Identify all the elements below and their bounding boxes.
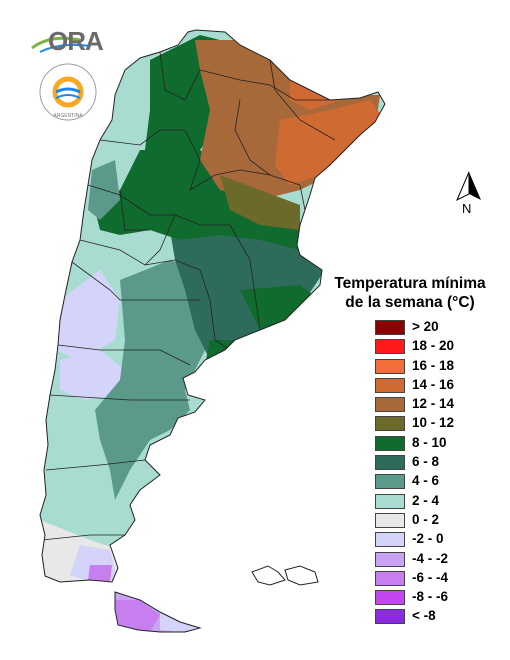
north-label: N: [462, 201, 472, 216]
legend-swatch: [375, 435, 405, 451]
seal-text: ARGENTINA: [53, 113, 83, 119]
legend-swatch: [375, 416, 405, 432]
malvinas-islands: [251, 565, 319, 586]
legend-swatch: [375, 455, 405, 471]
legend-swatch: [375, 570, 405, 586]
legend-label: -6 - -4: [412, 569, 449, 585]
legend-label: 18 - 20: [412, 338, 455, 354]
legend: Temperatura mínima de la semana (°C) > 2…: [320, 274, 500, 625]
legend-label: > 20: [412, 319, 439, 334]
legend-title-line2: de la semana (°C): [345, 294, 475, 311]
legend-swatch: [375, 532, 405, 548]
legend-label: 4 - 6: [412, 473, 440, 489]
legend-label: 14 - 16: [412, 376, 455, 392]
legend-label: 8 - 10: [412, 434, 447, 450]
legend-swatch: [375, 493, 405, 509]
legend-swatch: [375, 377, 405, 393]
legend-label: < -8: [412, 608, 436, 624]
legend-label: -4 - -2: [412, 550, 449, 566]
legend-label: 10 - 12: [412, 415, 455, 431]
legend-label: 16 - 18: [412, 357, 455, 373]
legend-title-line1: Temperatura mínima: [334, 275, 486, 292]
legend-swatch: [375, 512, 405, 528]
ora-logo: [31, 36, 91, 53]
tierra-del-fuego: [115, 592, 200, 632]
legend-label: 2 - 4: [412, 492, 440, 508]
legend-title: Temperatura mínima de la semana (°C): [320, 274, 500, 312]
legend-label: 0 - 2: [412, 511, 440, 527]
legend-swatch: [375, 590, 405, 606]
seal-emblem: ARGENTINA: [39, 63, 97, 121]
legend-swatch: [375, 320, 405, 335]
legend-label: -2 - 0: [412, 531, 444, 547]
legend-label: 6 - 8: [412, 454, 440, 470]
legend-swatch: [375, 339, 405, 355]
legend-swatch: [375, 551, 405, 567]
legend-label: 12 - 14: [412, 396, 455, 412]
legend-label: -8 - -6: [412, 589, 449, 605]
legend-swatch: [375, 397, 405, 413]
legend-swatch: [375, 358, 405, 374]
legend-swatch: [375, 474, 405, 490]
ora-logo-text: ORA: [48, 26, 104, 56]
north-arrow-icon: [456, 171, 481, 202]
legend-swatch: [375, 609, 405, 625]
